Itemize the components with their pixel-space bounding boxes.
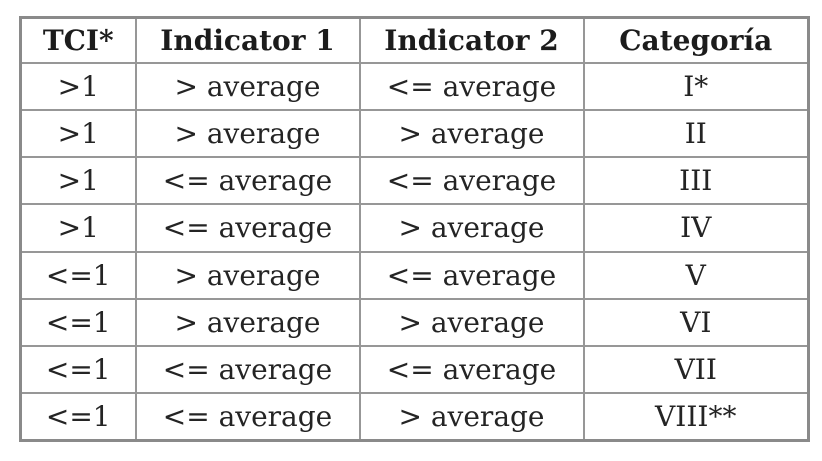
table-row: <=1 <= average <= average VII (19, 344, 810, 395)
table-row: >1 > average <= average I* (19, 61, 810, 111)
category-cell: I* (582, 61, 810, 111)
category-cell: VII (582, 344, 810, 395)
col-header-indicator-1: Indicator 1 (134, 16, 361, 64)
indicator1-cell: > average (134, 250, 361, 300)
indicator1-cell: <= average (134, 392, 361, 442)
indicator1-cell: > average (134, 61, 361, 111)
table-row: <=1 > average <= average V (19, 250, 810, 300)
table-row: >1 <= average <= average III (19, 155, 810, 206)
col-header-categoria: Categoría (582, 16, 810, 64)
table-row: >1 > average > average II (19, 108, 810, 159)
header-row: TCI* Indicator 1 Indicator 2 Categoría (19, 16, 810, 64)
category-cell: VI (582, 297, 810, 348)
table-row: <=1 <= average > average VIII** (19, 392, 810, 442)
col-header-tci: TCI* (19, 16, 137, 64)
tci-cell: <=1 (19, 250, 137, 300)
tci-cell: >1 (19, 203, 137, 253)
table-row: <=1 > average > average VI (19, 297, 810, 348)
tci-cell: <=1 (19, 392, 137, 442)
indicator1-cell: > average (134, 108, 361, 159)
table-row: >1 <= average > average IV (19, 203, 810, 253)
tci-category-table: TCI* Indicator 1 Indicator 2 Categoría >… (19, 16, 810, 442)
indicator2-cell: > average (358, 108, 585, 159)
tci-cell: <=1 (19, 297, 137, 348)
category-cell: III (582, 155, 810, 206)
tci-cell: >1 (19, 155, 137, 206)
indicator1-cell: <= average (134, 203, 361, 253)
category-cell: VIII** (582, 392, 810, 442)
category-cell: II (582, 108, 810, 159)
indicator2-cell: > average (358, 392, 585, 442)
indicator2-cell: <= average (358, 155, 585, 206)
indicator1-cell: <= average (134, 155, 361, 206)
indicator2-cell: <= average (358, 250, 585, 300)
indicator2-cell: > average (358, 297, 585, 348)
tci-cell: >1 (19, 108, 137, 159)
indicator2-cell: <= average (358, 344, 585, 395)
category-cell: IV (582, 203, 810, 253)
indicator2-cell: <= average (358, 61, 585, 111)
indicator1-cell: > average (134, 297, 361, 348)
indicator2-cell: > average (358, 203, 585, 253)
tci-cell: >1 (19, 61, 137, 111)
category-cell: V (582, 250, 810, 300)
col-header-indicator-2: Indicator 2 (358, 16, 585, 64)
tci-cell: <=1 (19, 344, 137, 395)
indicator1-cell: <= average (134, 344, 361, 395)
